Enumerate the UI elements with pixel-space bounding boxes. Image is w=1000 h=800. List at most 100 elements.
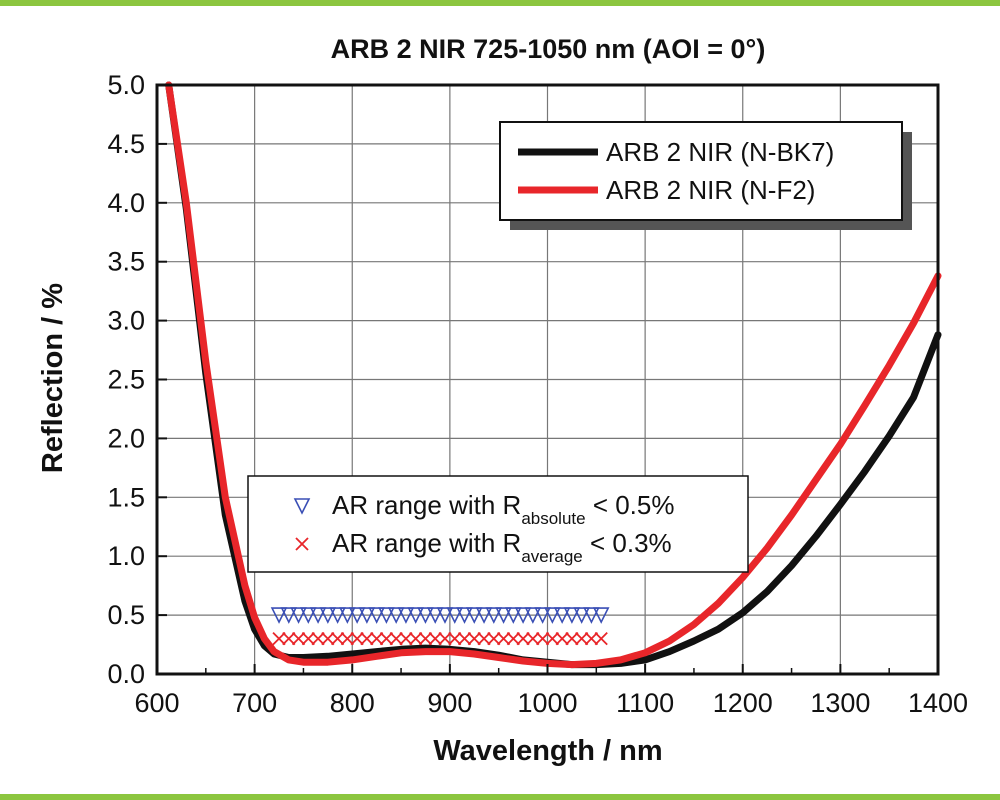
triangle-marker — [475, 607, 493, 624]
triangle-marker — [407, 607, 425, 624]
x-marker — [584, 632, 599, 646]
x-marker — [379, 632, 394, 646]
y-tick-label: 4.5 — [107, 129, 145, 159]
marker-legend-box — [247, 475, 749, 573]
triangle-marker — [300, 607, 317, 624]
y-tick-label: 2.0 — [107, 423, 145, 453]
legend-triangle-marker — [293, 498, 311, 515]
x-marker — [428, 632, 442, 646]
legend-triangle-symbol — [293, 498, 311, 515]
x-tick-label: 1200 — [713, 688, 773, 718]
y-axis-label: Reflection / % — [37, 283, 69, 473]
triangle-marker — [426, 607, 444, 624]
x-axis-label: Wavelength / nm — [433, 735, 662, 767]
x-marker — [575, 632, 589, 646]
triangle-marker — [319, 607, 337, 624]
y-tick-label: 0.0 — [107, 659, 145, 689]
x-marker — [399, 632, 413, 646]
triangle-marker — [573, 607, 590, 624]
x-marker — [272, 632, 286, 646]
x-tick-label: 700 — [232, 688, 277, 718]
x-marker — [496, 632, 511, 646]
x-marker — [340, 632, 355, 646]
triangle-marker — [563, 607, 581, 624]
triangle-marker — [358, 607, 376, 624]
y-tick-label: 0.5 — [107, 600, 145, 630]
x-marker — [389, 632, 403, 646]
triangle-marker — [290, 607, 307, 624]
triangle-marker — [436, 607, 454, 624]
marker-legend: AR range with Rabsolute < 0.5% AR range … — [247, 475, 749, 573]
x-tick-label: 1400 — [908, 688, 968, 718]
y-tick-label: 2.5 — [107, 365, 145, 395]
triangle-marker — [378, 607, 395, 624]
x-marker — [565, 632, 579, 646]
triangle-marker — [592, 607, 610, 624]
ticks: 600 700 800 900 1000 1100 1200 1300 1400 0.0 0.5 1.… — [107, 70, 968, 718]
x-marker — [506, 632, 520, 646]
triangle-marker — [553, 607, 571, 624]
x-marker — [360, 632, 374, 646]
x-marker — [301, 632, 315, 646]
bottom-border — [0, 794, 1000, 800]
legend-x-marker — [295, 537, 309, 551]
x-marker — [438, 632, 452, 646]
x-marker — [311, 632, 325, 646]
y-tick-label: 3.0 — [107, 306, 145, 336]
triangle-marker — [544, 607, 561, 624]
y-tick-label: 1.5 — [107, 482, 145, 512]
top-border — [0, 0, 1000, 6]
triangle-marker — [505, 607, 522, 624]
y-tick-label: 5.0 — [107, 70, 145, 100]
x-marker — [487, 632, 501, 646]
y-tick-label: 4.0 — [107, 188, 145, 218]
series-legend: ARB 2 NIR (N-BK7) ARB 2 NIR (N-F2) — [499, 121, 912, 230]
x-tick-label: 600 — [134, 688, 179, 718]
x-marker — [526, 632, 540, 646]
x-tick-label: 1300 — [810, 688, 870, 718]
x-marker — [457, 632, 472, 646]
x-marker — [545, 632, 560, 646]
triangle-marker — [446, 607, 464, 624]
triangle-marker — [495, 607, 512, 624]
y-tick-label: 3.5 — [107, 247, 145, 277]
x-marker — [370, 632, 384, 646]
x-marker — [291, 632, 306, 646]
legend-marker-1-text: AR range with Raverage < 0.3% — [332, 528, 672, 566]
x-marker — [321, 632, 335, 646]
x-marker — [535, 632, 550, 646]
legend-marker-0-text: AR range with Rabsolute < 0.5% — [332, 490, 675, 528]
triangle-marker — [524, 607, 542, 624]
triangle-marker — [270, 607, 288, 624]
x-marker — [594, 632, 608, 646]
series-layer — [165, 81, 942, 669]
series-line-1 — [165, 81, 942, 669]
x-tick-label: 900 — [427, 688, 472, 718]
triangle-marker — [534, 607, 551, 624]
triangle-marker — [417, 607, 434, 624]
triangle-marker — [387, 607, 405, 624]
triangle-marker — [339, 607, 356, 624]
x-tick-label: 800 — [330, 688, 375, 718]
x-marker — [418, 632, 433, 646]
x-tick-label: 1100 — [616, 688, 674, 718]
triangle-marker — [465, 607, 483, 624]
x-marker — [467, 632, 481, 646]
triangle-marker — [456, 607, 473, 624]
triangle-marker — [309, 607, 327, 624]
marker-layer — [270, 607, 610, 646]
triangle-marker — [583, 607, 600, 624]
x-marker — [555, 632, 569, 646]
x-marker — [516, 632, 530, 646]
triangle-marker — [348, 607, 366, 624]
legend-x-symbol — [295, 537, 309, 551]
x-marker — [282, 632, 296, 646]
triangle-marker — [485, 607, 503, 624]
series-legend-box — [499, 121, 903, 221]
x-marker — [350, 632, 364, 646]
triangle-marker — [280, 607, 298, 624]
x-marker — [330, 632, 345, 646]
chart-title: ARB 2 NIR 725-1050 nm (AOI = 0°) — [331, 34, 766, 64]
